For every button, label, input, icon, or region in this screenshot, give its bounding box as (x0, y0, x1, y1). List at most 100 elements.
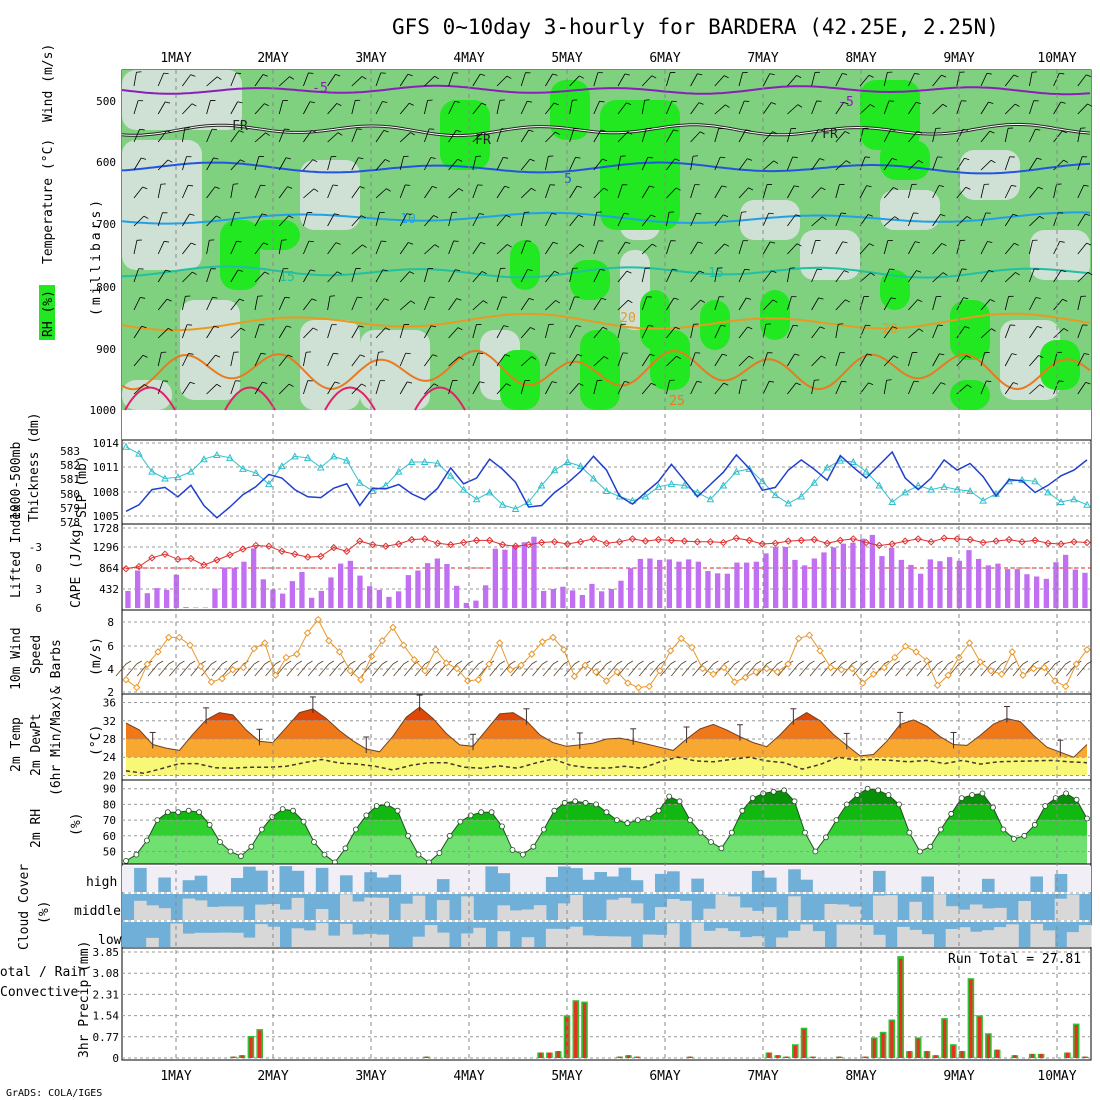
wind10m-barb-flag (723, 660, 730, 665)
wind10m-barb-flag (905, 660, 911, 665)
rh2m-point (593, 801, 599, 808)
wind10m-barb-flag (713, 660, 719, 665)
thickness-point (576, 462, 585, 470)
tick-label: 1008 (93, 486, 120, 499)
cloud-cell (836, 904, 850, 920)
tick-label: 2 (107, 686, 114, 699)
wind-barb (496, 186, 505, 199)
wind-barb-flag (990, 299, 995, 302)
wind10m-point (891, 653, 899, 662)
cloud-cell (885, 895, 898, 920)
wind10m-barb-flag (873, 660, 879, 665)
rh2m-point (185, 807, 192, 814)
cloud-cell (751, 936, 765, 947)
wind-barb (811, 100, 817, 115)
tick-label: 6 (107, 640, 114, 653)
cloud-cell (497, 905, 511, 920)
thickness-point (940, 482, 948, 490)
rh2m-point (1000, 826, 1007, 833)
cloud-cell (824, 904, 838, 920)
tick-label: 8 (107, 616, 114, 629)
wind-barb (278, 128, 285, 143)
wind-barb-flag (769, 73, 775, 76)
thickness-point (602, 486, 611, 494)
wind10m-point (325, 637, 333, 645)
wind-barb-flag (308, 240, 314, 243)
wind10m-barb (745, 663, 757, 677)
wind10m-point (773, 668, 782, 676)
wind-barb-flag (676, 355, 681, 360)
wind10m-point (1061, 682, 1070, 691)
wind-barb (617, 102, 627, 115)
wind-barb-flag (844, 131, 850, 134)
wind-barb-flag (1063, 159, 1069, 163)
rh2m-point (896, 801, 902, 808)
precip-convective-bar (881, 1033, 885, 1058)
li-point (187, 554, 195, 563)
wind-barb-flag (914, 73, 920, 75)
wind10m-barb (425, 663, 436, 677)
wind-barb-flag (264, 271, 270, 275)
wind-barb (956, 355, 967, 367)
wind-barb (399, 324, 405, 339)
wind-barb-flag (265, 132, 270, 136)
wind-barb (593, 72, 599, 87)
wind-barb-flag (168, 327, 173, 332)
cloud-cell (206, 932, 220, 947)
wind-barb (956, 72, 961, 87)
rh2m-point (937, 826, 944, 833)
wind10m-point (474, 676, 483, 684)
cloud-cell (969, 931, 983, 947)
rh2m-point (499, 823, 505, 830)
cape-bar (386, 596, 392, 608)
wind-barb-flag (674, 158, 680, 162)
rh2m-point (666, 793, 673, 800)
thickness-point (680, 481, 689, 489)
wind10m-barb-flag (809, 660, 815, 665)
wind-barb-flag (891, 158, 897, 161)
rh2m-point (802, 829, 808, 836)
wind-barb (641, 383, 652, 395)
wind-barb (908, 380, 915, 395)
wind-barb (496, 100, 501, 115)
wind10m-point (869, 670, 878, 678)
thickness-label-1: 1000-500mb (9, 442, 24, 520)
wind-barb (666, 326, 676, 339)
wind-barb (835, 184, 840, 199)
wind-barb (883, 268, 890, 283)
rh-low-patch (122, 380, 172, 410)
thickness-point (446, 471, 455, 479)
wind-barb (932, 128, 937, 143)
rh-low-patch (800, 230, 860, 280)
temp2m-line (125, 706, 1088, 758)
wind-barb (1053, 130, 1063, 143)
wind-barb (787, 75, 797, 87)
li-point (537, 538, 546, 547)
thickness-point (420, 457, 429, 465)
wind-barb-flag (1037, 326, 1043, 329)
wind-barb-flag (289, 76, 295, 80)
wind-barb (133, 100, 139, 115)
wind10m-barb-flag (862, 660, 868, 665)
rh2m-point (739, 807, 746, 814)
cloud-cell (691, 922, 704, 947)
wind10m-barb (286, 663, 298, 677)
wind-barb (859, 243, 870, 255)
cloud-cell (1078, 925, 1092, 947)
wind-barb-flag (892, 326, 898, 329)
cape-bar (599, 591, 605, 608)
precip-convective-bar (688, 1056, 692, 1058)
wind-barb-flag (335, 242, 341, 245)
wind-barb (254, 296, 259, 311)
contour-label-t10: 10 (400, 212, 416, 227)
li-point (317, 552, 325, 561)
wind-barb (811, 380, 815, 395)
cape-bar (280, 593, 286, 608)
wind-barb (932, 353, 940, 367)
tick-label: 432 (99, 583, 119, 596)
wind10m-point (570, 672, 579, 681)
wind-barb-flag (1011, 353, 1017, 356)
wind-barb (787, 325, 794, 339)
wind-barb (593, 129, 602, 143)
